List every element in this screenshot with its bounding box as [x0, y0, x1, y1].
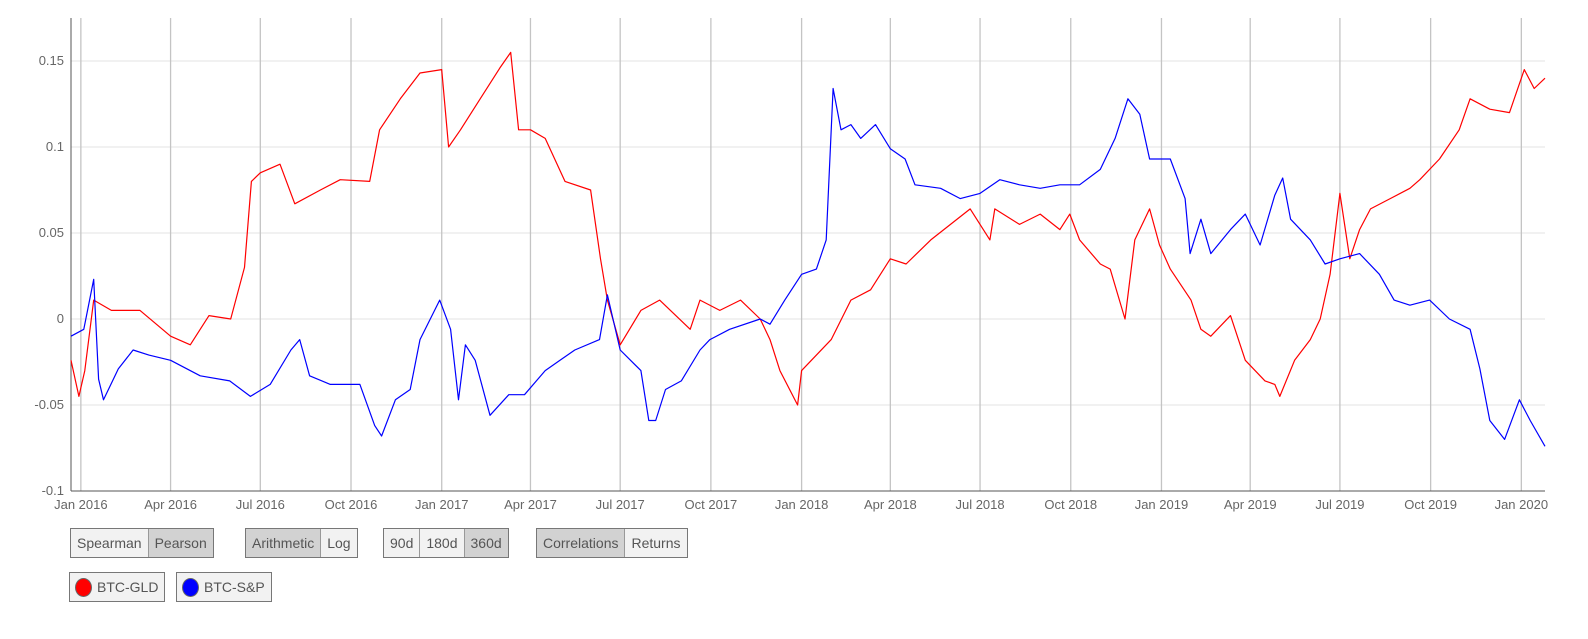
x-tick-label: Apr 2018 [864, 497, 917, 512]
blue-dot-icon [182, 577, 199, 597]
window-toggle: 90d 180d 360d [383, 528, 509, 558]
pearson-button[interactable]: Pearson [148, 529, 213, 557]
series-line-btc-gld [70, 51, 1546, 406]
180d-button[interactable]: 180d [420, 529, 465, 557]
y-tick-label: 0 [57, 311, 64, 326]
legend-btc-gld[interactable]: BTC-GLD [69, 572, 166, 602]
mode-toggle: Correlations Returns [536, 528, 688, 558]
y-tick-label: 0.15 [39, 53, 64, 68]
arithmetic-button[interactable]: Arithmetic [246, 529, 322, 557]
method-toggle: Spearman Pearson [70, 528, 214, 558]
360d-button[interactable]: 360d [464, 529, 508, 557]
x-tick-label: Apr 2016 [144, 497, 197, 512]
x-tick-label: Jan 2019 [1135, 497, 1189, 512]
x-tick-label: Jul 2018 [955, 497, 1004, 512]
log-button[interactable]: Log [321, 529, 357, 557]
90d-button[interactable]: 90d [384, 529, 421, 557]
scale-toggle: Arithmetic Log [245, 528, 358, 558]
x-tick-label: Jul 2016 [236, 497, 285, 512]
red-dot-icon [75, 577, 92, 597]
y-tick-label: 0.1 [46, 139, 64, 154]
x-tick-label: Jul 2019 [1315, 497, 1364, 512]
x-tick-label: Apr 2019 [1224, 497, 1277, 512]
legend-btc-sp[interactable]: BTC-S&P [176, 572, 272, 602]
y-tick-label: -0.05 [34, 397, 64, 412]
x-tick-label: Jan 2018 [775, 497, 829, 512]
y-tick-label: 0.05 [39, 225, 64, 240]
x-tick-label: Jul 2017 [596, 497, 645, 512]
x-tick-label: Oct 2018 [1044, 497, 1097, 512]
legend-label: BTC-S&P [204, 579, 265, 595]
y-tick-label: -0.1 [42, 483, 64, 498]
x-tick-label: Oct 2016 [325, 497, 378, 512]
x-tick-label: Jan 2016 [54, 497, 108, 512]
series-line-btc-s-p [70, 87, 1546, 447]
x-tick-label: Oct 2019 [1404, 497, 1457, 512]
correlations-button[interactable]: Correlations [537, 529, 626, 557]
x-tick-label: Jan 2020 [1495, 497, 1549, 512]
returns-button[interactable]: Returns [625, 529, 687, 557]
spearman-button[interactable]: Spearman [71, 529, 149, 557]
x-tick-label: Apr 2017 [504, 497, 557, 512]
legend-label: BTC-GLD [97, 579, 159, 595]
x-tick-label: Jan 2017 [415, 497, 469, 512]
x-tick-label: Oct 2017 [685, 497, 738, 512]
